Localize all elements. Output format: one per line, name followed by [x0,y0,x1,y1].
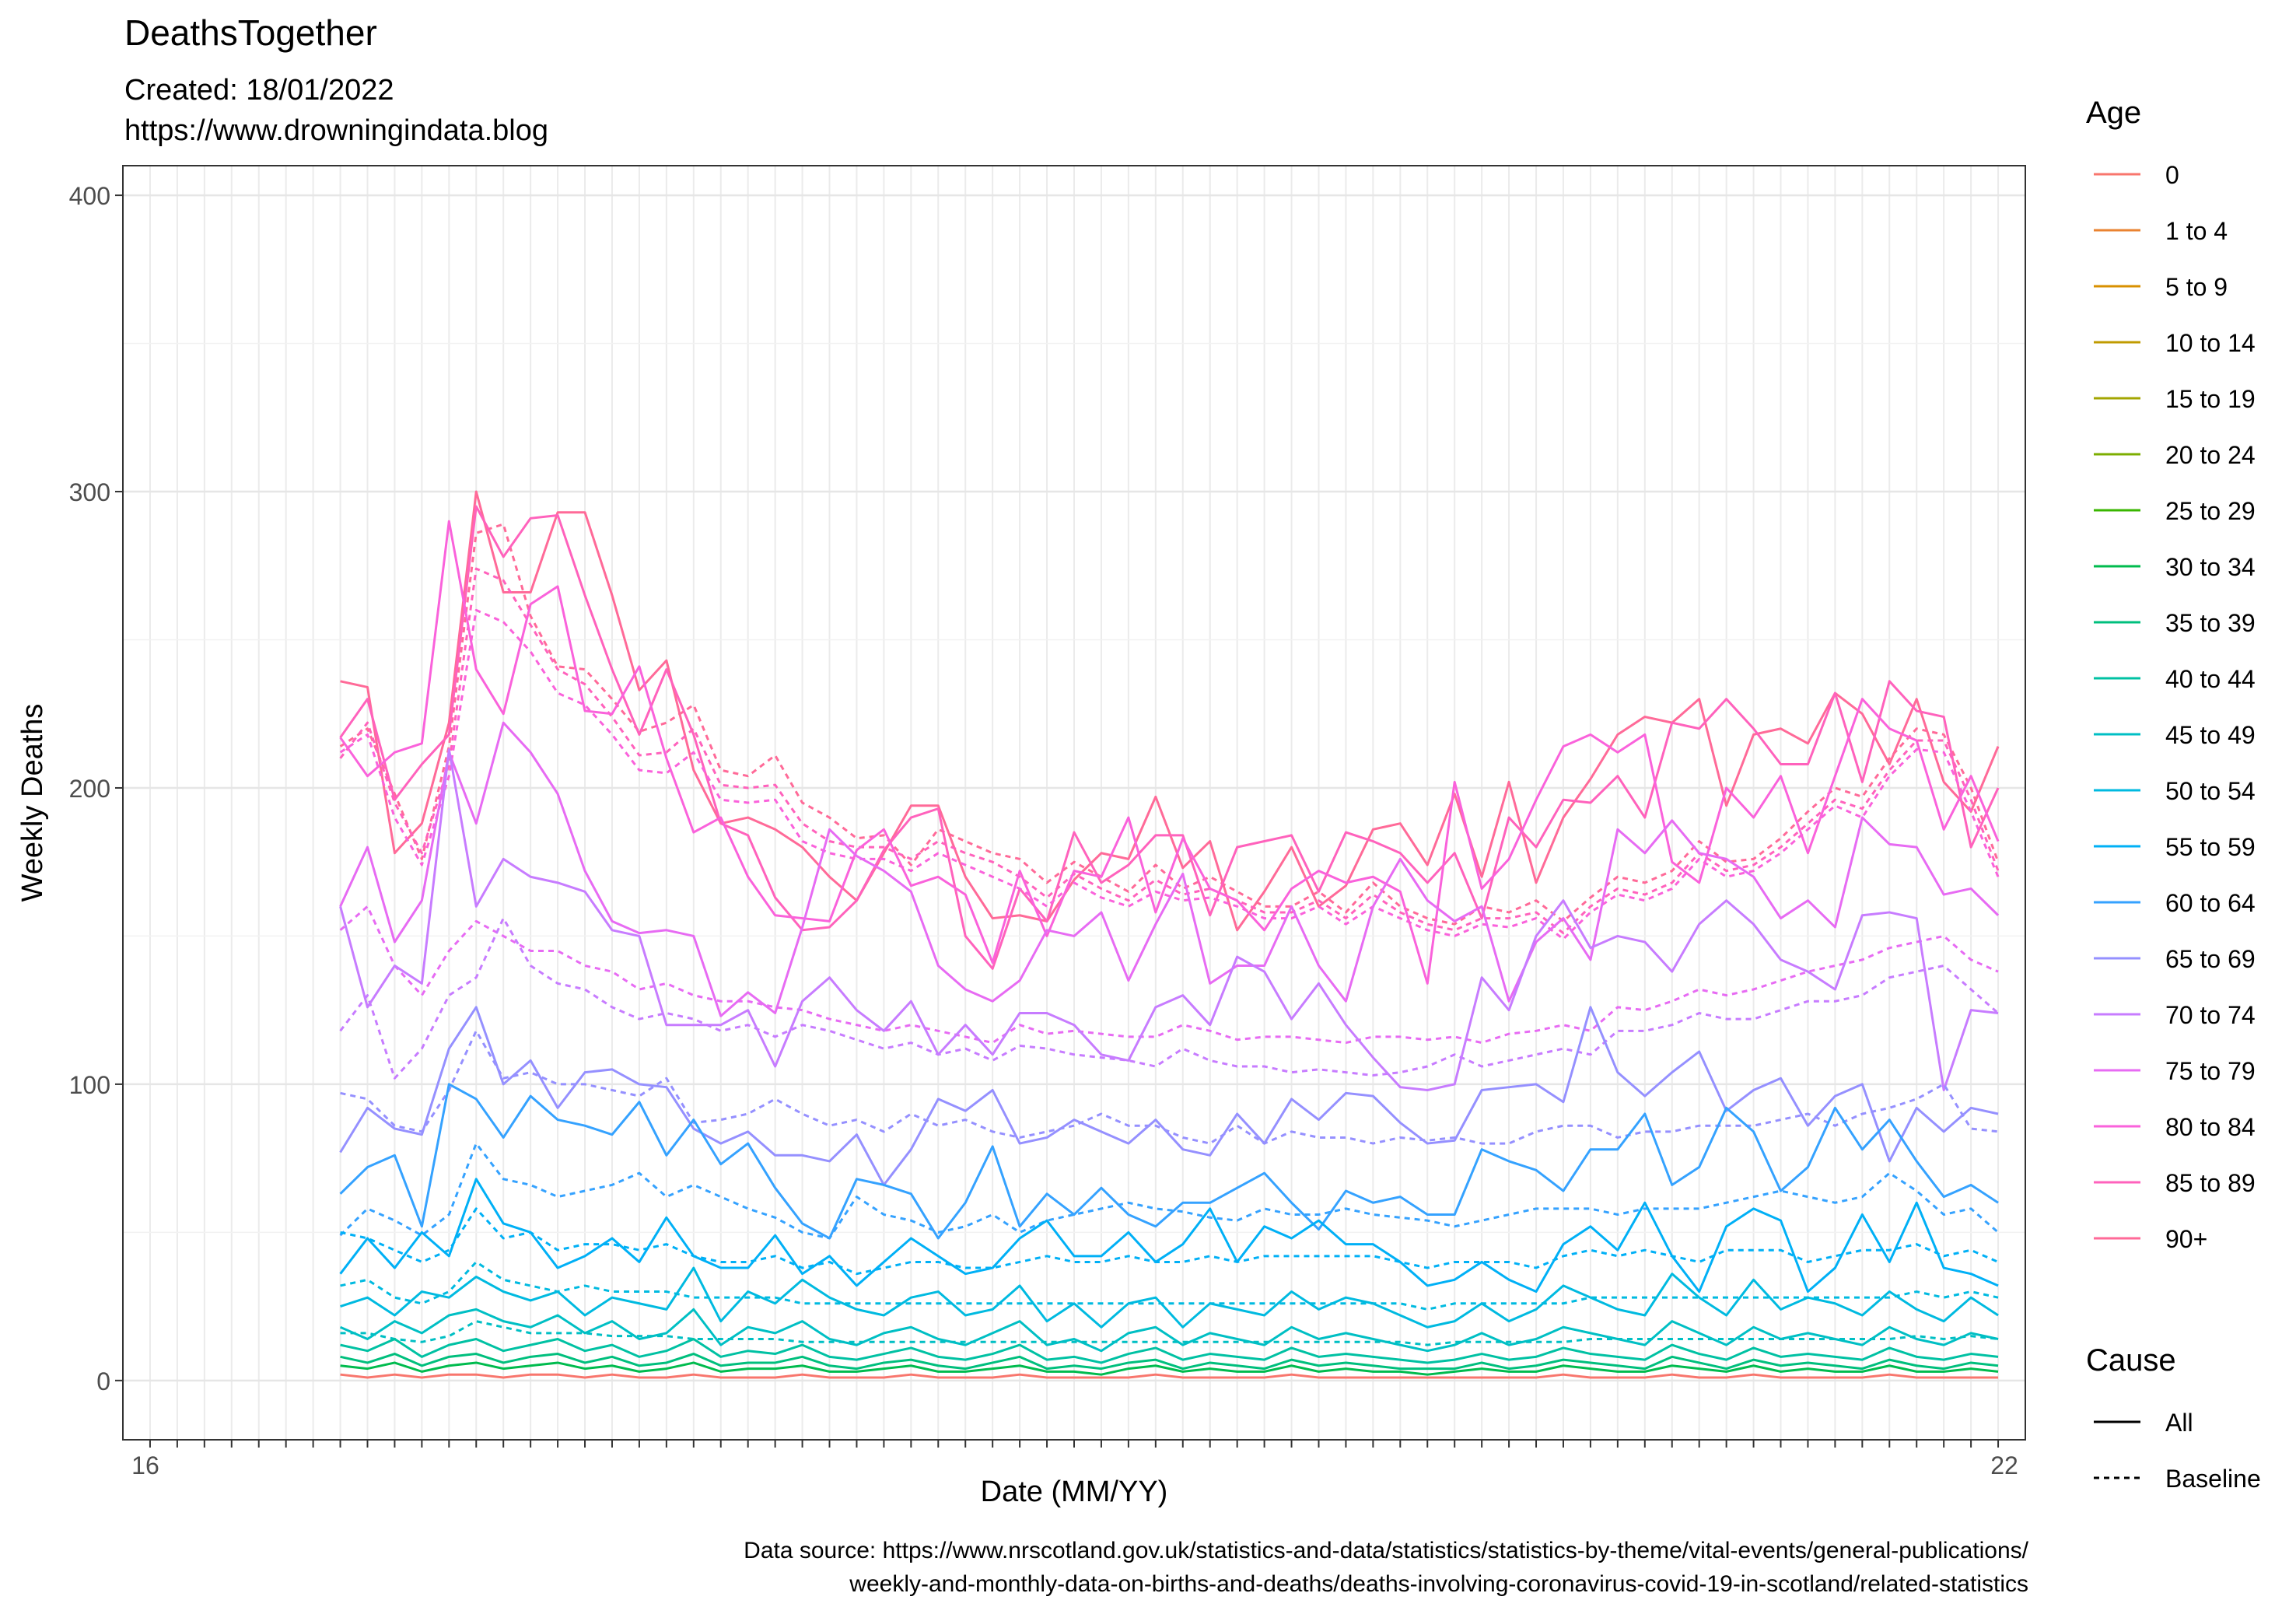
y-tick-label: 0 [96,1367,110,1395]
legend-label-age: 80 to 84 [2165,1113,2256,1141]
x-axis-label: Date (MM/YY) [981,1476,1168,1508]
legend-label-age: 40 to 44 [2165,665,2256,693]
legend-label-age: 35 to 39 [2165,609,2256,637]
series-line-75-to-79-baseline [339,905,1999,1045]
y-tick-label: 300 [69,478,110,506]
series-line-55-to-59-baseline [340,1207,1999,1276]
series-line-85-to-89-all [339,505,2000,970]
y-axis: 0 100 200 300 400 [69,182,123,1395]
series-line-35-to-39-all [340,1353,1999,1371]
y-tick-label: 100 [69,1071,110,1099]
legend-label-age: 50 to 54 [2165,777,2256,805]
legend-label-age: 0 [2165,161,2179,189]
series-line-75-to-79-all [339,721,2000,1017]
series-line-80-to-84-baseline [339,608,2000,940]
series-line-45-to-49-all [339,1308,1999,1353]
chart-title: DeathsTogether [124,12,377,53]
legend-label-cause: All [2165,1409,2193,1437]
legend-label-age: 25 to 29 [2165,497,2256,525]
series-lines [339,490,2000,1379]
data-source-line-1: Data source: https://www.nrscotland.gov.… [744,1538,2028,1563]
x-tick-label: 22 [1990,1451,2018,1479]
legend-label-age: 10 to 14 [2165,329,2256,357]
legend-label-age: 65 to 69 [2165,945,2256,973]
legend: Age 0 1 to 4 5 to 9 10 to 14 15 to 19 20 to 2… [2086,96,2261,1493]
series-line-30-to-34-all [340,1361,1999,1376]
series-line-80-to-84-all [339,520,2000,985]
series-line-65-to-69-all [339,1006,1999,1186]
data-source-line-2: weekly-and-monthly-data-on-births-and-de… [849,1571,2028,1597]
legend-label-age: 55 to 59 [2165,833,2256,861]
y-axis-label: Weekly Deaths [16,704,49,902]
legend-label-age: 45 to 49 [2165,721,2256,749]
legend-label-age: 75 to 79 [2165,1057,2256,1085]
legend-label-age: 90+ [2165,1225,2207,1253]
series-line-60-to-64-baseline [339,1142,2000,1240]
y-tick-label: 400 [69,182,110,210]
legend-label-cause: Baseline [2165,1465,2261,1493]
series-line-60-to-64-all [339,1083,1999,1240]
legend-label-age: 60 to 64 [2165,889,2256,917]
legend-label-age: 30 to 34 [2165,553,2256,581]
legend-label-age: 5 to 9 [2165,273,2228,301]
legend-label-age: 1 to 4 [2165,217,2228,245]
legend-label-age: 85 to 89 [2165,1169,2256,1197]
y-tick-label: 200 [69,775,110,803]
legend-cause-title: Cause [2086,1343,2176,1378]
x-tick-label: 16 [131,1451,159,1479]
series-line-70-to-74-baseline [339,917,2000,1080]
series-line-55-to-59-all [339,1178,1999,1294]
blog-url: https://www.drowningindata.blog [124,114,548,147]
x-axis: 16 22 [131,1440,2018,1479]
series-line-50-to-54-baseline [340,1260,1999,1311]
series-line-50-to-54-all [340,1266,1999,1329]
series-line-85-to-89-baseline [339,567,2000,935]
created-date: Created: 18/01/2022 [124,74,394,107]
series-line-0-all [340,1373,1999,1379]
legend-label-age: 20 to 24 [2165,441,2256,469]
legend-age-title: Age [2086,96,2141,130]
legend-label-age: 15 to 19 [2165,385,2256,413]
series-line-70-to-74-all [339,747,1999,1092]
series-line-45-to-49-baseline [340,1320,1999,1346]
series-line-40-to-44-all [340,1337,1999,1364]
legend-label-age: 70 to 74 [2165,1001,2256,1029]
series-line-90plus-all [340,490,2000,932]
